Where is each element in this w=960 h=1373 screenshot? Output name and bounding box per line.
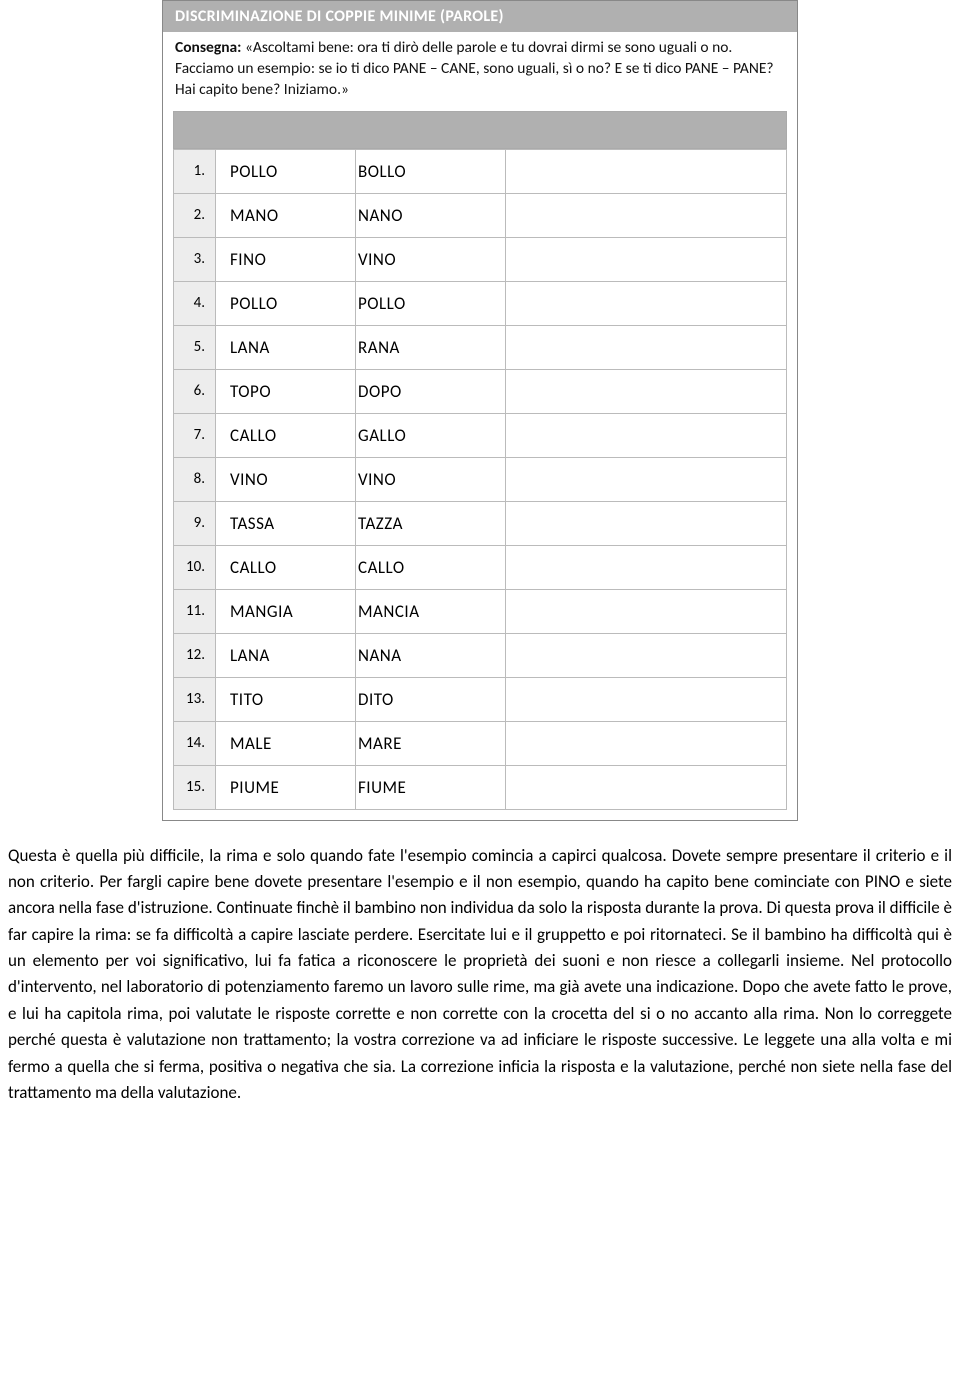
row-number: 10. bbox=[174, 545, 216, 589]
answer-cell bbox=[506, 589, 787, 633]
table-row: 2.MANONANO bbox=[174, 193, 787, 237]
worksheet: DISCRIMINAZIONE DI COPPIE MINIME (PAROLE… bbox=[162, 0, 798, 821]
table-row: 9.TASSATAZZA bbox=[174, 501, 787, 545]
table-row: 12.LANANANA bbox=[174, 633, 787, 677]
row-number: 5. bbox=[174, 325, 216, 369]
word-b: TAZZA bbox=[356, 501, 506, 545]
answer-cell bbox=[506, 633, 787, 677]
row-number: 1. bbox=[174, 149, 216, 193]
body-paragraph: Questa è quella più difficile, la rima e… bbox=[0, 843, 960, 1116]
word-b: GALLO bbox=[356, 413, 506, 457]
word-a: VINO bbox=[216, 457, 356, 501]
table-row: 1.POLLOBOLLO bbox=[174, 149, 787, 193]
row-number: 9. bbox=[174, 501, 216, 545]
row-number: 3. bbox=[174, 237, 216, 281]
word-b: DOPO bbox=[356, 369, 506, 413]
word-a: POLLO bbox=[216, 149, 356, 193]
pairs-table: 1.POLLOBOLLO2.MANONANO3.FINOVINO4.POLLOP… bbox=[173, 149, 787, 810]
word-a: PIUME bbox=[216, 765, 356, 809]
answer-cell bbox=[506, 413, 787, 457]
word-a: MANO bbox=[216, 193, 356, 237]
row-number: 2. bbox=[174, 193, 216, 237]
table-row: 7.CALLOGALLO bbox=[174, 413, 787, 457]
answer-cell bbox=[506, 237, 787, 281]
word-a: CALLO bbox=[216, 545, 356, 589]
answer-cell bbox=[506, 193, 787, 237]
table-row: 10.CALLOCALLO bbox=[174, 545, 787, 589]
word-a: FINO bbox=[216, 237, 356, 281]
table-row: 5.LANARANA bbox=[174, 325, 787, 369]
table-row: 6.TOPODOPO bbox=[174, 369, 787, 413]
word-a: LANA bbox=[216, 325, 356, 369]
word-a: TOPO bbox=[216, 369, 356, 413]
word-b: CALLO bbox=[356, 545, 506, 589]
row-number: 13. bbox=[174, 677, 216, 721]
pairs-table-header bbox=[173, 111, 787, 149]
word-a: MANGIA bbox=[216, 589, 356, 633]
word-b: FIUME bbox=[356, 765, 506, 809]
pairs-table-wrap: 1.POLLOBOLLO2.MANONANO3.FINOVINO4.POLLOP… bbox=[163, 111, 797, 820]
table-row: 14.MALEMARE bbox=[174, 721, 787, 765]
word-b: RANA bbox=[356, 325, 506, 369]
word-b: MARE bbox=[356, 721, 506, 765]
word-b: NANO bbox=[356, 193, 506, 237]
page: DISCRIMINAZIONE DI COPPIE MINIME (PAROLE… bbox=[0, 0, 960, 1116]
word-b: VINO bbox=[356, 237, 506, 281]
row-number: 12. bbox=[174, 633, 216, 677]
table-row: 3.FINOVINO bbox=[174, 237, 787, 281]
word-a: TASSA bbox=[216, 501, 356, 545]
table-row: 4.POLLOPOLLO bbox=[174, 281, 787, 325]
answer-cell bbox=[506, 765, 787, 809]
word-b: MANCIA bbox=[356, 589, 506, 633]
answer-cell bbox=[506, 281, 787, 325]
word-a: LANA bbox=[216, 633, 356, 677]
answer-cell bbox=[506, 501, 787, 545]
word-a: TITO bbox=[216, 677, 356, 721]
word-b: DITO bbox=[356, 677, 506, 721]
answer-cell bbox=[506, 721, 787, 765]
row-number: 4. bbox=[174, 281, 216, 325]
worksheet-instructions: Consegna: «Ascoltami bene: ora ti dirò d… bbox=[163, 32, 797, 111]
worksheet-title: DISCRIMINAZIONE DI COPPIE MINIME (PAROLE… bbox=[163, 1, 797, 32]
word-a: MALE bbox=[216, 721, 356, 765]
instruction-text: «Ascoltami bene: ora ti dirò delle parol… bbox=[175, 38, 774, 99]
word-b: NANA bbox=[356, 633, 506, 677]
word-a: POLLO bbox=[216, 281, 356, 325]
answer-cell bbox=[506, 369, 787, 413]
table-row: 8.VINOVINO bbox=[174, 457, 787, 501]
answer-cell bbox=[506, 545, 787, 589]
word-a: CALLO bbox=[216, 413, 356, 457]
word-b: VINO bbox=[356, 457, 506, 501]
row-number: 7. bbox=[174, 413, 216, 457]
answer-cell bbox=[506, 457, 787, 501]
row-number: 8. bbox=[174, 457, 216, 501]
instruction-label: Consegna: bbox=[175, 38, 241, 57]
word-b: BOLLO bbox=[356, 149, 506, 193]
word-b: POLLO bbox=[356, 281, 506, 325]
answer-cell bbox=[506, 677, 787, 721]
row-number: 15. bbox=[174, 765, 216, 809]
row-number: 14. bbox=[174, 721, 216, 765]
table-row: 13.TITODITO bbox=[174, 677, 787, 721]
table-row: 11.MANGIAMANCIA bbox=[174, 589, 787, 633]
table-row: 15.PIUMEFIUME bbox=[174, 765, 787, 809]
answer-cell bbox=[506, 149, 787, 193]
row-number: 6. bbox=[174, 369, 216, 413]
row-number: 11. bbox=[174, 589, 216, 633]
answer-cell bbox=[506, 325, 787, 369]
